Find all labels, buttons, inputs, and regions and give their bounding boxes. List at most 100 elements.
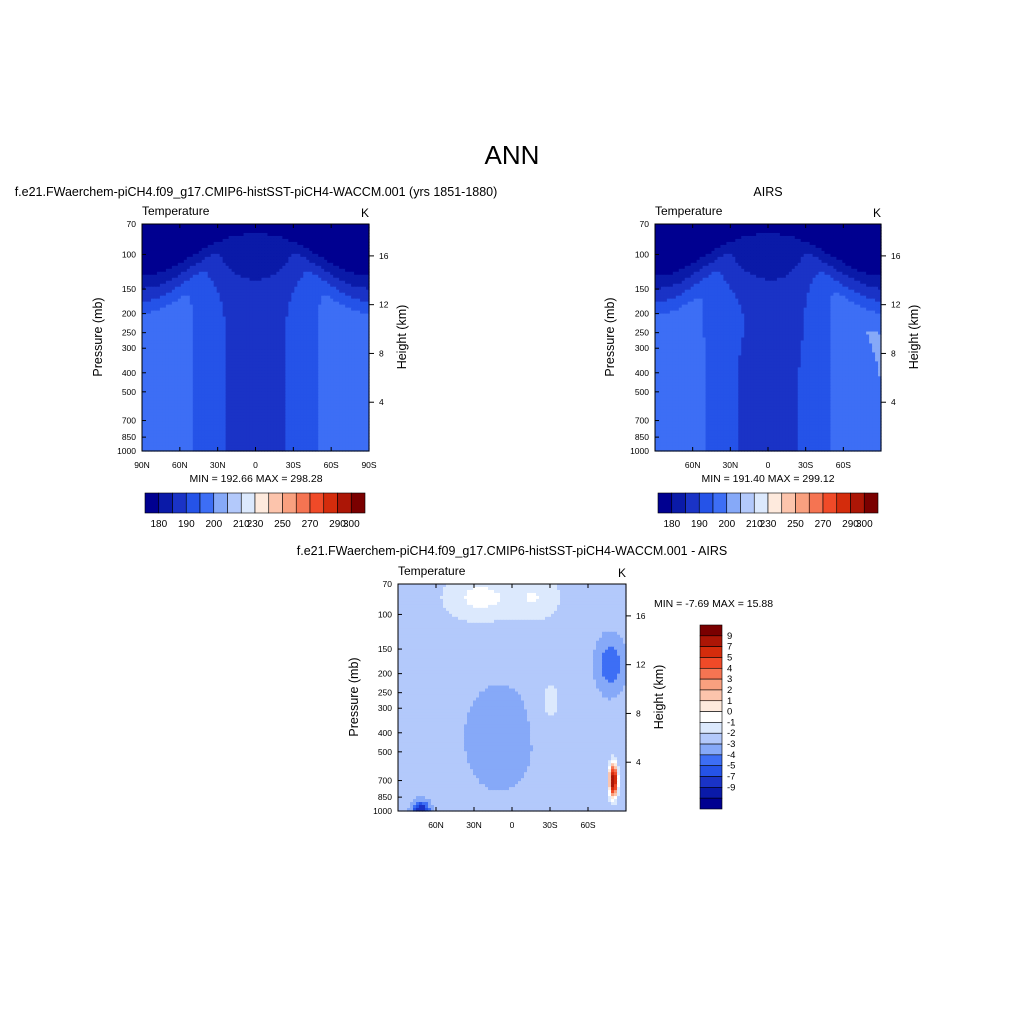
field-cell — [228, 229, 233, 234]
field-cell — [231, 253, 236, 258]
field-cell — [339, 238, 343, 243]
field-cell — [243, 262, 248, 267]
field-cell — [348, 232, 352, 237]
field-cell — [237, 229, 242, 234]
field-cell — [351, 244, 355, 249]
field-cell — [156, 232, 161, 237]
field-cell — [288, 286, 292, 291]
field-cell — [189, 250, 194, 255]
field-cell — [273, 289, 278, 294]
field-cell — [357, 253, 361, 258]
field-cell — [213, 277, 218, 282]
field-cell — [237, 238, 242, 243]
field-cell — [231, 268, 236, 273]
field-cell — [360, 253, 364, 258]
field-cell — [240, 277, 245, 282]
field-cell — [255, 229, 260, 234]
field-cell — [180, 304, 185, 309]
field-cell — [315, 256, 319, 261]
field-cell — [330, 253, 334, 258]
field-cell — [147, 265, 152, 270]
field-cell — [270, 235, 275, 240]
field-cell — [309, 241, 313, 246]
field-cell — [285, 224, 289, 228]
field-cell — [204, 274, 209, 279]
field-cell — [267, 224, 272, 228]
field-cell — [291, 274, 295, 279]
field-cell — [162, 271, 167, 276]
field-cell — [273, 292, 278, 297]
field-cell — [354, 301, 358, 306]
field-cell — [207, 283, 212, 288]
field-cell — [288, 274, 292, 279]
field-cell — [297, 256, 301, 261]
field-cell — [324, 274, 328, 279]
field-cell — [285, 289, 289, 294]
field-cell — [276, 259, 280, 264]
field-cell — [183, 238, 188, 243]
field-cell — [363, 229, 367, 234]
field-cell — [150, 280, 155, 285]
field-cell — [360, 259, 364, 264]
field-cell — [231, 241, 236, 246]
field-cell — [243, 247, 248, 252]
field-cell — [294, 235, 298, 240]
field-cell — [294, 277, 298, 282]
field-cell — [336, 247, 340, 252]
field-cell — [192, 286, 197, 291]
field-cell — [279, 298, 283, 303]
field-cell — [366, 238, 370, 243]
field-cell — [294, 301, 298, 306]
field-cell — [285, 250, 289, 255]
field-cell — [297, 283, 301, 288]
field-cell — [297, 298, 301, 303]
field-cell — [156, 286, 161, 291]
field-cell — [142, 271, 146, 276]
field-cell — [204, 224, 209, 228]
field-cell — [195, 259, 200, 264]
field-cell — [192, 277, 197, 282]
field-cell — [159, 271, 164, 276]
field-cell — [174, 286, 179, 291]
field-cell — [345, 241, 349, 246]
field-cell — [216, 235, 221, 240]
field-cell — [258, 241, 263, 246]
field-cell — [333, 250, 337, 255]
field-cell — [264, 259, 269, 264]
field-cell — [294, 280, 298, 285]
field-cell — [249, 241, 254, 246]
field-cell — [288, 295, 292, 300]
field-cell — [342, 259, 346, 264]
field-cell — [306, 226, 310, 231]
field-cell — [267, 247, 272, 252]
field-cell — [294, 268, 298, 273]
field-cell — [153, 238, 158, 243]
field-cell — [240, 274, 245, 279]
field-cell — [240, 295, 245, 300]
field-cell — [342, 268, 346, 273]
field-cell — [174, 250, 179, 255]
field-cell — [324, 277, 328, 282]
field-cell — [153, 265, 158, 270]
field-cell — [198, 232, 203, 237]
field-cell — [192, 262, 197, 267]
field-cell — [210, 229, 215, 234]
field-cell — [333, 224, 337, 228]
field-cell — [318, 265, 322, 270]
field-cell — [324, 232, 328, 237]
field-cell — [333, 271, 337, 276]
field-cell — [186, 286, 191, 291]
field-cell — [246, 277, 251, 282]
field-cell — [309, 262, 313, 267]
field-cell — [363, 232, 367, 237]
field-cell — [201, 241, 206, 246]
field-cell — [360, 292, 364, 297]
field-cell — [363, 226, 367, 231]
field-cell — [192, 247, 197, 252]
field-cell — [261, 256, 266, 261]
field-cell — [225, 241, 230, 246]
field-cell — [144, 250, 149, 255]
field-cell — [168, 298, 173, 303]
field-cell — [327, 259, 331, 264]
field-cell — [333, 295, 337, 300]
